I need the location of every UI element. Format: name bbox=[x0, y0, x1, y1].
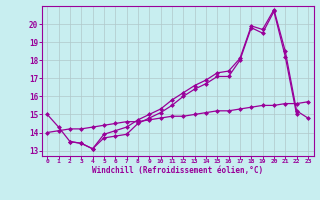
X-axis label: Windchill (Refroidissement éolien,°C): Windchill (Refroidissement éolien,°C) bbox=[92, 166, 263, 175]
